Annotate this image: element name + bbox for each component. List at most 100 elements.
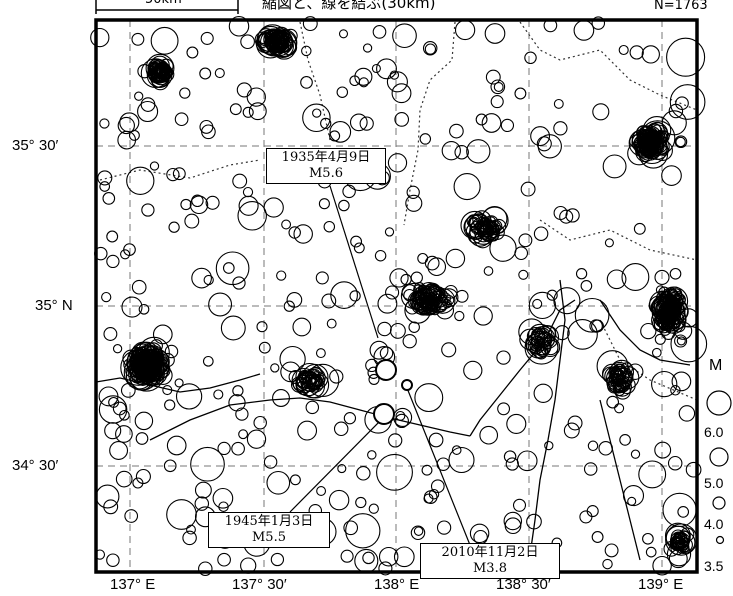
epicenter-marker bbox=[152, 324, 173, 345]
epicenter-marker bbox=[411, 294, 432, 315]
epicenter-marker bbox=[479, 425, 499, 445]
epicenter-marker bbox=[553, 287, 581, 315]
epicenter-marker bbox=[200, 31, 214, 45]
epicenter-marker bbox=[246, 429, 267, 449]
epicenter-marker bbox=[119, 409, 130, 421]
epicenter-marker bbox=[376, 453, 413, 491]
legend-circle-3-5 bbox=[715, 535, 725, 545]
epicenter-marker bbox=[454, 144, 469, 160]
epicenter-marker bbox=[395, 410, 406, 421]
epicenter-marker bbox=[323, 220, 336, 233]
epicenter-marker bbox=[532, 298, 543, 309]
epicenter-marker bbox=[651, 347, 662, 358]
epicenter-marker bbox=[166, 435, 187, 456]
epicenter-marker bbox=[612, 373, 624, 385]
epicenter-marker bbox=[217, 441, 231, 456]
epicenter-marker bbox=[354, 67, 373, 86]
epicenter-marker bbox=[642, 133, 655, 146]
epicenter-marker bbox=[490, 79, 506, 95]
epicenter-marker bbox=[497, 402, 511, 416]
epicenter-marker bbox=[674, 334, 688, 348]
epicenter-marker bbox=[441, 141, 461, 161]
epicenter-marker bbox=[661, 165, 682, 186]
epicenter-marker bbox=[328, 489, 350, 511]
epicenter-marker bbox=[235, 407, 249, 421]
epicenter-marker bbox=[503, 450, 517, 463]
scale-bar bbox=[95, 0, 239, 14]
epicenter-marker bbox=[137, 64, 152, 79]
epicenter-marker bbox=[504, 517, 522, 535]
epicenter-marker bbox=[391, 83, 412, 104]
legend-label-3-5: 3.5 bbox=[704, 558, 724, 574]
map-frame bbox=[94, 18, 699, 574]
epicenter-marker bbox=[436, 520, 452, 535]
epicenter-marker bbox=[109, 441, 129, 460]
epicenter-marker bbox=[654, 441, 672, 459]
coast-line-5 bbox=[599, 299, 691, 366]
epicenter-marker bbox=[367, 450, 377, 460]
epicenter-marker bbox=[512, 498, 527, 512]
epicenter-marker bbox=[276, 270, 287, 281]
epicenter-marker bbox=[644, 136, 660, 151]
epicenter-marker bbox=[338, 29, 349, 39]
epicenter-marker bbox=[662, 295, 674, 306]
epicenter-2010 bbox=[401, 379, 413, 391]
epicenter-marker bbox=[674, 321, 693, 340]
epicenter-marker bbox=[454, 310, 465, 322]
epicenter-marker bbox=[238, 195, 259, 216]
epicenter-marker bbox=[191, 267, 212, 289]
epicenter-marker bbox=[586, 505, 599, 518]
epicenter-marker bbox=[359, 116, 374, 131]
epicenter-marker bbox=[417, 281, 441, 305]
epicenter-marker bbox=[671, 371, 692, 392]
epicenter-marker bbox=[642, 532, 654, 545]
epicenter-marker bbox=[321, 293, 337, 309]
epicenter-marker bbox=[546, 289, 558, 301]
epicenter-marker bbox=[151, 65, 168, 82]
lon-label-137: 137° E bbox=[110, 576, 156, 593]
epicenter-marker bbox=[232, 276, 246, 290]
epicenter-marker bbox=[143, 363, 156, 377]
epicenter-marker bbox=[583, 462, 598, 476]
epicenter-marker bbox=[387, 153, 408, 173]
epicenter-marker bbox=[389, 70, 400, 80]
epicenter-marker bbox=[407, 290, 428, 311]
annotation-leader-lines bbox=[289, 185, 471, 546]
epicenter-marker bbox=[214, 68, 225, 79]
epicenter-marker bbox=[644, 126, 658, 141]
epicenter-marker bbox=[256, 321, 268, 333]
epicenter-marker bbox=[668, 549, 688, 569]
epicenter-marker bbox=[575, 268, 588, 280]
epicenter-marker bbox=[608, 361, 631, 385]
epicenter-marker bbox=[435, 288, 448, 301]
epicenter-marker bbox=[518, 269, 529, 280]
prefecture-borders bbox=[99, 21, 698, 401]
epicenter-marker bbox=[469, 523, 490, 544]
epicenter-marker bbox=[288, 226, 301, 239]
epicenter-marker bbox=[506, 413, 527, 434]
epicenter-marker bbox=[90, 27, 110, 48]
epicenter-marker bbox=[666, 542, 692, 567]
featured-epicenters bbox=[373, 359, 413, 425]
epicenter-marker bbox=[99, 181, 111, 192]
epicenter-marker bbox=[372, 25, 387, 39]
epicenter-marker bbox=[220, 315, 246, 341]
epicenter-marker bbox=[553, 98, 564, 109]
epicenter-marker bbox=[293, 224, 313, 244]
epicenter-marker bbox=[258, 341, 271, 354]
epicenter-marker bbox=[137, 100, 159, 123]
epicenter-marker bbox=[544, 440, 554, 451]
epicenter-marker bbox=[330, 281, 358, 309]
epicenter-marker bbox=[659, 290, 683, 314]
epicenter-marker bbox=[675, 136, 686, 148]
epicenter-marker bbox=[149, 339, 163, 353]
epicenter-marker bbox=[263, 455, 278, 469]
leader-1935 bbox=[329, 185, 379, 339]
epicenter-marker bbox=[123, 243, 136, 256]
epicenter-marker bbox=[189, 195, 209, 215]
epicenter-marker bbox=[654, 333, 666, 345]
epicenter-marker bbox=[422, 41, 438, 56]
epicenter-marker bbox=[228, 16, 250, 37]
epicenter-marker bbox=[202, 355, 214, 367]
